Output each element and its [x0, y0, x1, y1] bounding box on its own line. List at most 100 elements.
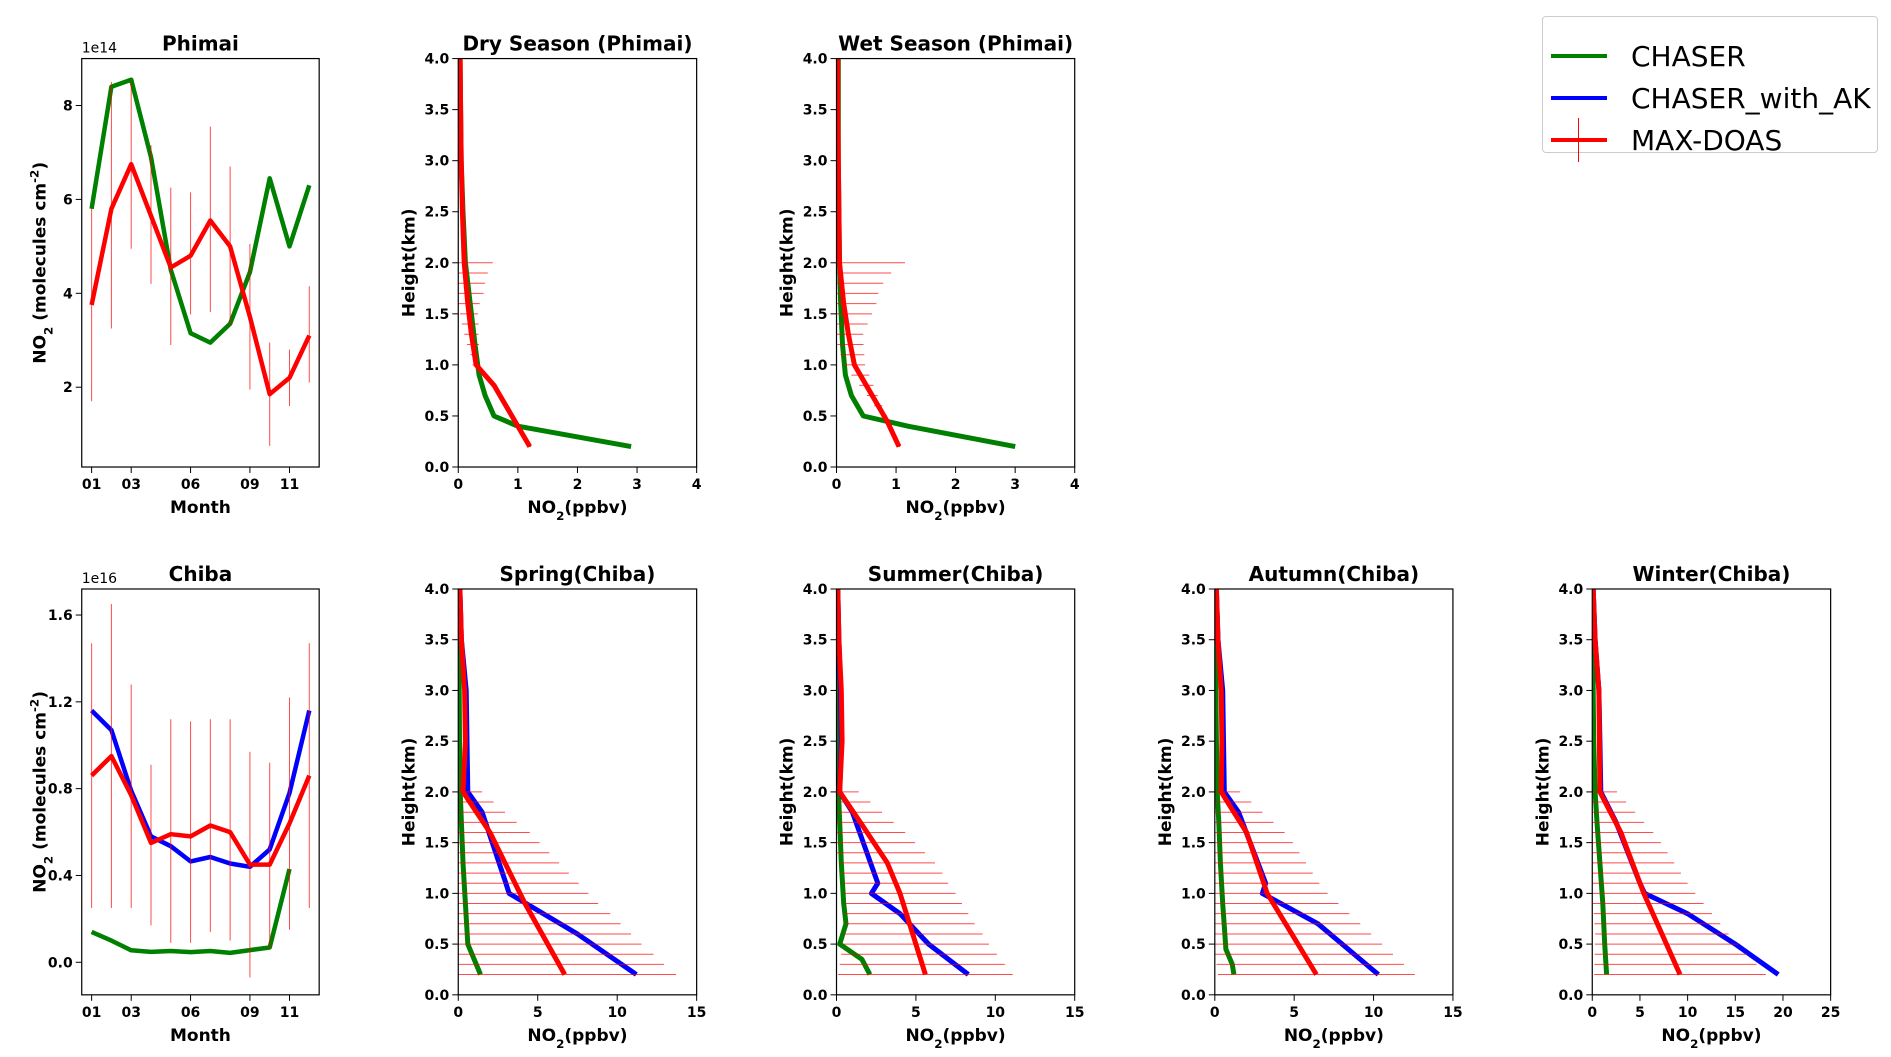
legend-swatch-chaser-with-ak — [1551, 96, 1607, 100]
panel-wet-season-phimai-xtick-label: 4 — [1070, 477, 1080, 493]
panel-spring-chiba-ytick-label: 1.0 — [424, 886, 449, 902]
panel-winter-chiba-xtick-label: 25 — [1821, 1005, 1840, 1021]
panel-wet-season-phimai-ytick-label: 4.0 — [803, 52, 828, 68]
panel-winter-chiba-ytick-label: 1.5 — [1558, 836, 1583, 852]
panel-autumn-chiba-xtick-label: 0 — [1210, 1005, 1220, 1021]
panel-chiba-ylabel: NO2 (molecules cm-2) — [28, 691, 56, 893]
panel-autumn-chiba-ytick-label: 0.0 — [1181, 988, 1206, 1004]
panel-autumn-chiba-title: Autumn(Chiba) — [1249, 562, 1419, 586]
panel-phimai-ytick-label: 4 — [63, 286, 73, 302]
panel-winter-chiba-ytick-label: 2.5 — [1558, 734, 1583, 750]
panel-chiba-xlabel: Month — [170, 1026, 231, 1046]
panel-winter-chiba-ytick-label: 0.5 — [1558, 937, 1583, 953]
panel-winter-chiba-ytick-label: 3.0 — [1558, 683, 1583, 699]
panel-spring-chiba-plot-area — [458, 588, 676, 977]
panel-wet-season-phimai-plot-area — [836, 58, 1016, 450]
panel-summer-chiba-ytick-label: 2.5 — [803, 734, 828, 750]
panel-phimai-frame — [81, 57, 320, 468]
panel-summer-chiba-ytick-label: 0.0 — [803, 988, 828, 1004]
panel-autumn-chiba: 0 5 10 15 0.0 0.5 1.0 1.5 2.0 2.5 3.0 3.5 4.0 Autumn(… — [1156, 562, 1463, 1051]
panel-wet-season-phimai-xlabel: NO2(ppbv) — [906, 498, 1006, 523]
panel-summer-chiba-ytick-label: 0.5 — [803, 937, 828, 953]
panel-winter-chiba-line-chaser-with-ak — [1592, 588, 1780, 977]
panel-dry-season-phimai-ylabel: Height(km) — [399, 209, 419, 318]
panel-wet-season-phimai-title: Wet Season (Phimai) — [838, 32, 1073, 56]
panel-dry-season-phimai-ytick-label: 3.5 — [424, 103, 449, 119]
panel-phimai-ytick-label: 8 — [63, 99, 73, 115]
panel-dry-season-phimai-plot-area — [458, 58, 632, 450]
panel-winter-chiba-ytick-label: 3.5 — [1558, 633, 1583, 649]
panel-winter-chiba-line-max-doas — [1592, 588, 1683, 976]
panel-summer-chiba-ylabel: Height(km) — [778, 738, 798, 847]
legend-label-chaser-with-ak: CHASER_with_AK — [1631, 81, 1871, 115]
panel-autumn-chiba-ylabel: Height(km) — [1156, 738, 1176, 847]
panel-phimai-xtick-label: 03 — [121, 477, 140, 493]
panel-chiba-ytick-label: 0.8 — [48, 782, 73, 798]
panel-spring-chiba-ytick-label: 1.5 — [424, 836, 449, 852]
panel-winter-chiba-plot-area — [1592, 588, 1780, 977]
panel-wet-season-phimai: 0 1 2 3 4 0.0 0.5 1.0 1.5 2.0 2.5 3.0 3.5 4.0 Wet Seas… — [778, 32, 1080, 523]
panel-summer-chiba: 0 5 10 15 0.0 0.5 1.0 1.5 2.0 2.5 3.0 3.5 4.0 Summer(… — [778, 562, 1085, 1051]
panel-chiba-line-chaser — [90, 868, 292, 956]
panel-winter-chiba-xtick-label: 20 — [1773, 1005, 1793, 1021]
panel-summer-chiba-xtick-label: 15 — [1065, 1005, 1084, 1021]
panel-dry-season-phimai-ytick-label: 1.5 — [424, 307, 449, 323]
panel-chiba-xtick-label: 06 — [181, 1005, 200, 1021]
panel-spring-chiba-xtick-label: 0 — [453, 1005, 463, 1021]
panel-spring-chiba-xtick-label: 15 — [687, 1005, 706, 1021]
panel-winter-chiba-ytick-label: 0.0 — [1558, 988, 1583, 1004]
panel-winter-chiba-xtick-label: 10 — [1678, 1005, 1698, 1021]
panel-spring-chiba-ytick-label: 0.5 — [424, 937, 449, 953]
panel-chiba-ytick-label: 0.0 — [48, 955, 73, 971]
panel-winter-chiba-xtick-label: 5 — [1635, 1005, 1645, 1021]
panel-summer-chiba-ytick-label: 2.0 — [803, 785, 828, 801]
panel-wet-season-phimai-ytick-label: 1.5 — [803, 307, 828, 323]
panel-chiba-xtick-label: 11 — [280, 1005, 299, 1021]
panel-winter-chiba: 0 5 10 15 20 25 0.0 0.5 1.0 1.5 2.0 2.5 3.0 3.5 4.0 Win… — [1533, 562, 1840, 1051]
panel-autumn-chiba-line-chaser-with-ak — [1214, 588, 1380, 977]
panel-chiba-ytick-label: 1.6 — [48, 608, 73, 624]
panel-chiba-line-chaser-with-ak — [90, 708, 312, 870]
panel-dry-season-phimai-ytick-label: 2.0 — [424, 256, 449, 272]
panel-phimai-line-chaser — [89, 77, 312, 345]
panel-summer-chiba-title: Summer(Chiba) — [868, 562, 1044, 586]
panel-phimai-ytick-label: 2 — [63, 380, 73, 396]
panel-phimai-ylabel: NO2 (molecules cm-2) — [28, 162, 56, 364]
legend-swatch-chaser — [1551, 54, 1607, 58]
panel-dry-season-phimai-ytick-label: 2.5 — [424, 205, 449, 221]
panel-chiba-frame — [81, 588, 320, 996]
panel-dry-season-phimai-frame — [457, 57, 698, 468]
panel-dry-season-phimai-title: Dry Season (Phimai) — [462, 32, 692, 56]
panel-wet-season-phimai-ytick-label: 0.5 — [803, 409, 828, 425]
panel-winter-chiba-ytick-label: 1.0 — [1558, 886, 1583, 902]
panel-autumn-chiba-ytick-label: 0.5 — [1181, 937, 1206, 953]
panel-winter-chiba-xtick-label: 0 — [1587, 1005, 1597, 1021]
panel-wet-season-phimai-ytick-label: 2.0 — [803, 256, 828, 272]
panel-autumn-chiba-line-max-doas — [1214, 588, 1319, 976]
panel-summer-chiba-xtick-label: 5 — [911, 1005, 921, 1021]
panel-wet-season-phimai-ytick-label: 1.0 — [803, 358, 828, 374]
legend-label-chaser: CHASER — [1631, 39, 1746, 73]
panel-spring-chiba-ytick-label: 0.0 — [424, 988, 449, 1004]
panel-autumn-chiba-ytick-label: 2.5 — [1181, 734, 1206, 750]
panel-spring-chiba-line-chaser-with-ak — [458, 588, 638, 977]
panel-wet-season-phimai-ytick-label: 0.0 — [803, 460, 828, 476]
panel-winter-chiba-ytick-label: 2.0 — [1558, 785, 1583, 801]
legend-item-chaser: CHASER — [1551, 37, 1746, 75]
panel-autumn-chiba-xtick-label: 15 — [1443, 1005, 1462, 1021]
panel-dry-season-phimai: 0 1 2 3 4 0.0 0.5 1.0 1.5 2.0 2.5 3.0 3.5 4.0 Dry Seas… — [399, 32, 702, 523]
panel-winter-chiba-title: Winter(Chiba) — [1632, 562, 1790, 586]
panel-dry-season-phimai-xtick-label: 3 — [632, 477, 642, 493]
panel-winter-chiba-ytick-label: 4.0 — [1558, 582, 1583, 598]
panel-autumn-chiba-ytick-label: 4.0 — [1181, 582, 1206, 598]
panel-autumn-chiba-xlabel: NO2(ppbv) — [1284, 1026, 1384, 1051]
panel-phimai-offset-text: 1e14 — [82, 41, 117, 57]
panel-chiba-plot-area — [90, 604, 312, 978]
panel-autumn-chiba-xtick-label: 5 — [1289, 1005, 1299, 1021]
panel-dry-season-phimai-ytick-label: 1.0 — [424, 358, 449, 374]
panel-winter-chiba-xtick-label: 15 — [1726, 1005, 1745, 1021]
panel-summer-chiba-ytick-label: 3.0 — [803, 683, 828, 699]
panel-spring-chiba-ytick-label: 2.0 — [424, 785, 449, 801]
panel-spring-chiba-xtick-label: 5 — [533, 1005, 543, 1021]
panel-summer-chiba-xtick-label: 0 — [832, 1005, 842, 1021]
